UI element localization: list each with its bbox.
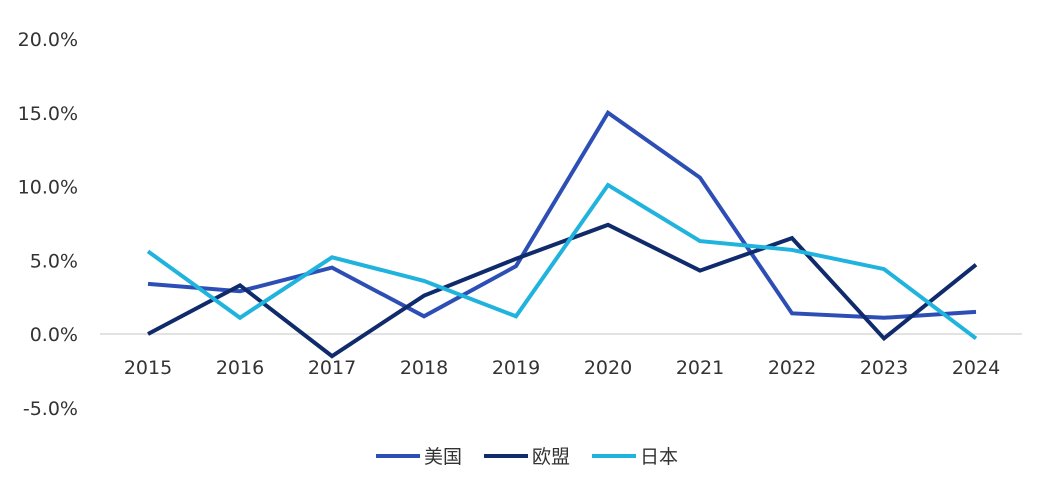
x-tick-label: 2016: [216, 357, 264, 379]
x-tick-label: 2017: [308, 357, 356, 379]
y-tick-label: 15.0%: [18, 103, 78, 125]
legend-label: 欧盟: [532, 446, 570, 468]
x-tick-label: 2022: [768, 357, 816, 379]
y-tick-label: 10.0%: [18, 177, 78, 199]
legend: 美国 欧盟 日本: [376, 446, 678, 468]
x-tick-label: 2020: [584, 357, 632, 379]
x-tick-label: 2019: [492, 357, 540, 379]
x-tick-label: 2024: [952, 357, 1000, 379]
x-tick-label: 2018: [400, 357, 448, 379]
x-tick-label: 2021: [676, 357, 724, 379]
y-tick-label: 5.0%: [30, 250, 78, 272]
y-tick-label: 0.0%: [30, 324, 78, 346]
series-line-0: [147, 109, 977, 320]
y-tick-label: 20.0%: [18, 29, 78, 51]
y-tick-label: -5.0%: [23, 398, 78, 420]
series-lines: [146, 109, 978, 359]
series-line-2: [146, 182, 978, 341]
legend-label: 日本: [640, 446, 678, 468]
x-axis-ticks: 2015 2016 2017 2018 2019 2020 2021 2022 2023 2024: [124, 357, 1000, 379]
x-tick-label: 2015: [124, 357, 172, 379]
series-line-1: [147, 222, 978, 359]
legend-label: 美国: [424, 446, 462, 468]
x-tick-label: 2023: [860, 357, 908, 379]
y-axis-ticks: -5.0% 0.0% 5.0% 10.0% 15.0% 20.0%: [18, 29, 78, 420]
